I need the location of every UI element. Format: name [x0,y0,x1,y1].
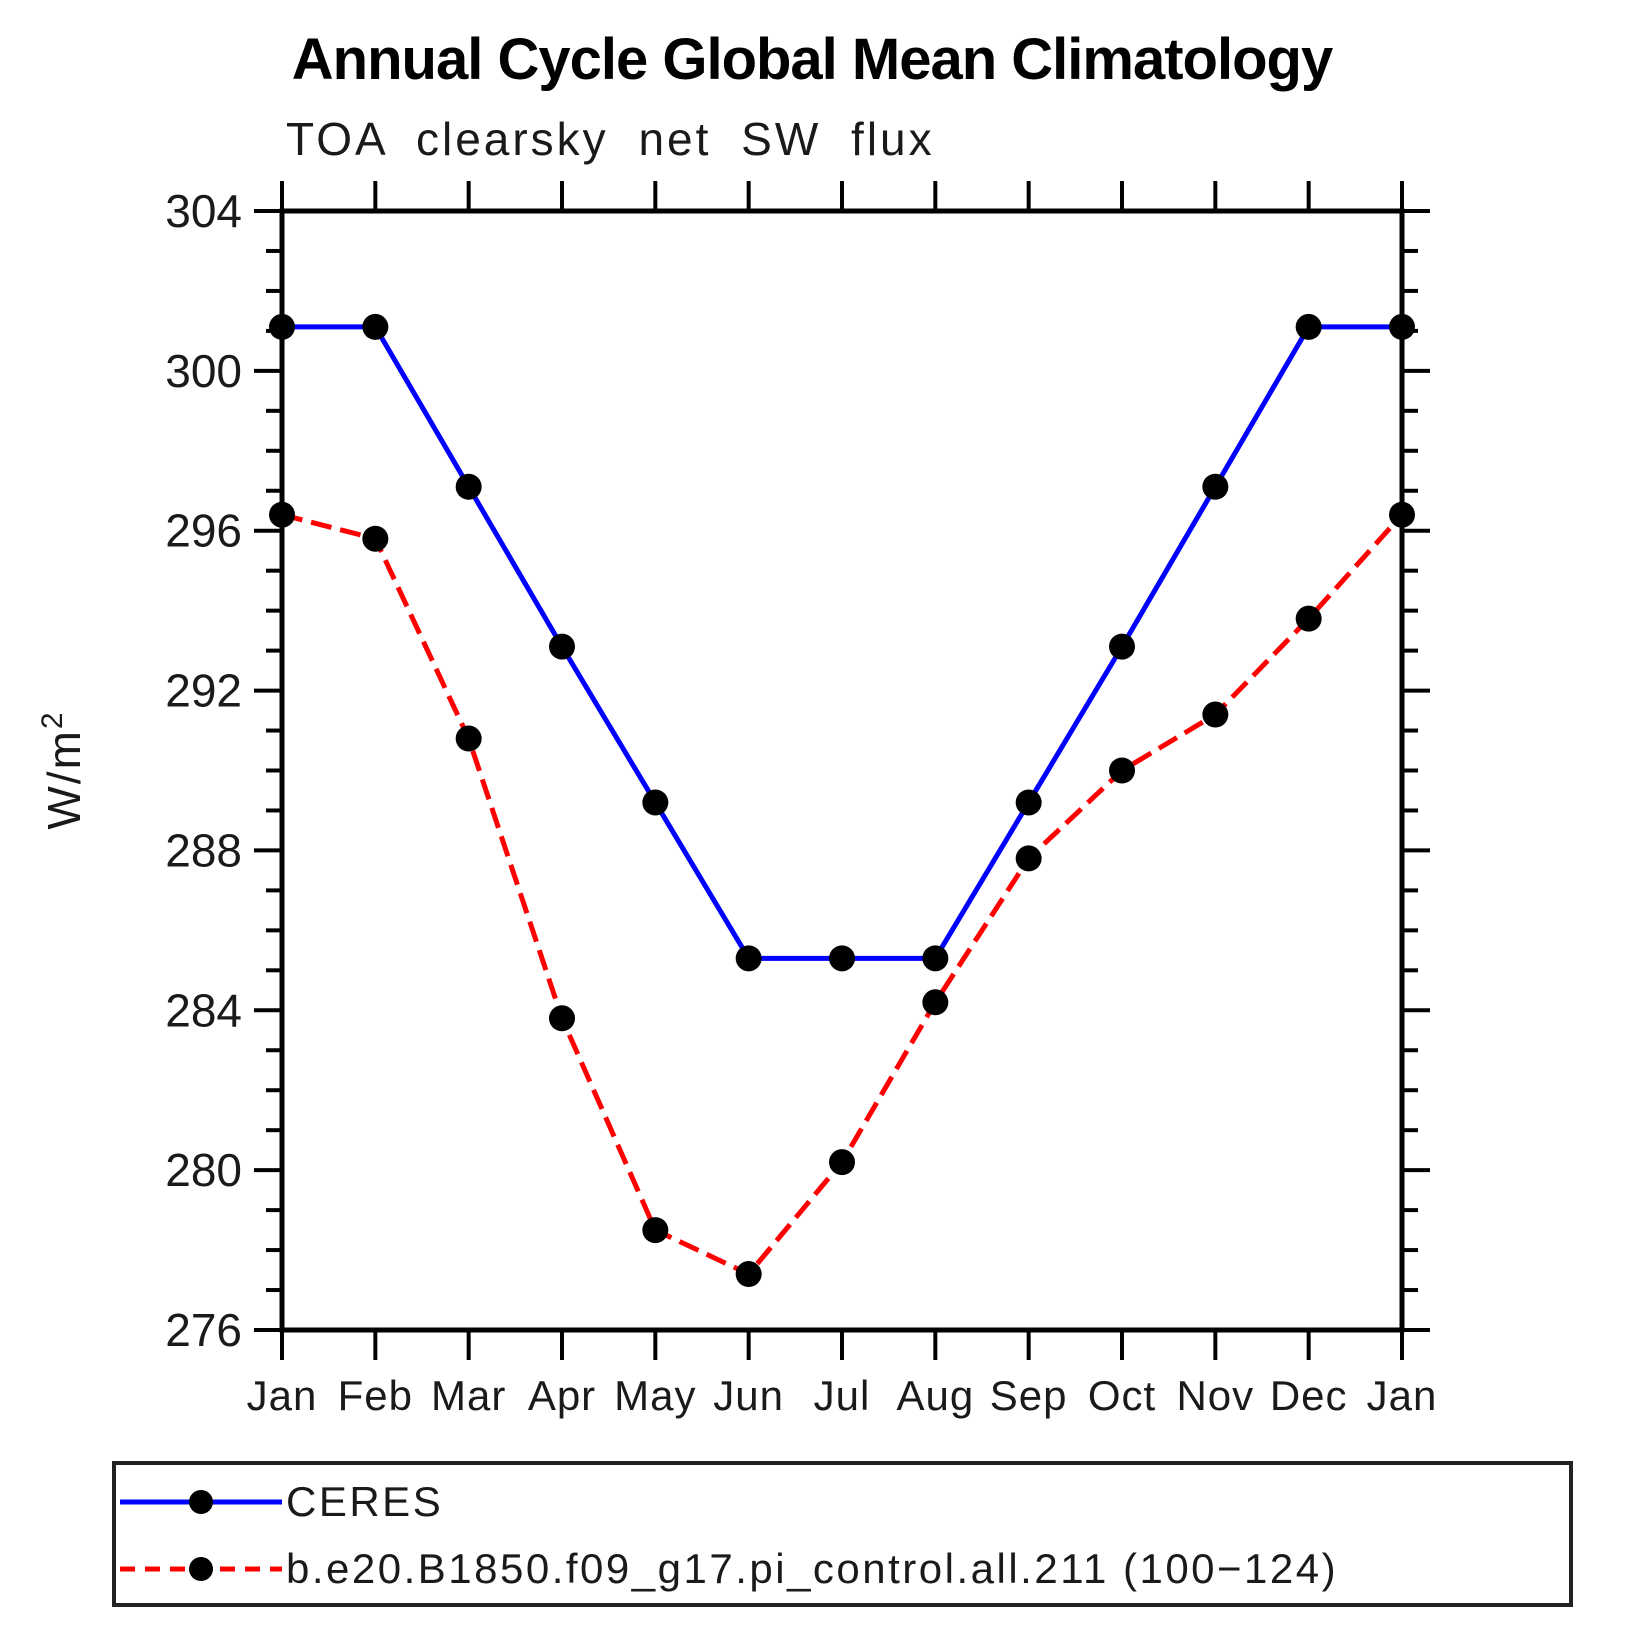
legend-label-ceres: CERES [286,1478,444,1525]
series-1-data-point-marker [1295,605,1322,632]
legend-key-solid-line-icon [120,1490,282,1514]
series-0-data-point-marker [455,473,482,500]
series-0-data-point-marker [1389,313,1415,340]
series-0-data-point-marker [1015,789,1042,816]
x-tick-label: Sep [990,1372,1068,1419]
x-tick-label: Feb [338,1372,413,1419]
series-0-data-point-marker [269,313,295,340]
x-tick-label: Jan [1367,1372,1438,1419]
legend-sample-marker [189,1490,213,1514]
series-0-data-point-marker [549,633,575,660]
series-0-data-point-marker [829,945,855,972]
x-tick-label: Nov [1176,1372,1254,1419]
series-1-data-point-marker [455,725,482,752]
y-tick-label: 288 [165,824,242,876]
y-tick-label: 284 [165,984,242,1036]
series-1-data-point-marker [1015,845,1042,872]
series-0-data-point-marker [922,945,949,972]
series-1-data-point-marker [829,1149,855,1176]
x-tick-label: Jun [713,1372,784,1419]
series-0-data-point-marker [1295,313,1322,340]
x-tick-label: Jan [247,1372,318,1419]
series-0-data-point-marker [642,789,669,816]
series-1-data-point-marker [922,989,949,1016]
x-tick-label: May [614,1372,696,1419]
series-1-data-point-marker [1389,501,1415,528]
x-tick-label: Oct [1088,1372,1156,1419]
series-0-data-point-marker [1109,633,1135,660]
x-tick-label: Dec [1270,1372,1348,1419]
x-tick-label: Aug [896,1372,974,1419]
series-1-data-point-marker [362,525,389,552]
legend-key-dashed-line-icon [120,1557,282,1581]
x-tick-label: Jul [814,1372,871,1419]
series-0-data-point-marker [735,945,762,972]
y-tick-label: 280 [165,1144,242,1196]
x-tick-label: Mar [431,1372,506,1419]
series-1-data-point-marker [549,1005,575,1032]
legend-item-ceres: CERES [118,1478,444,1525]
series-0-line [282,324,1402,961]
figure-title: Annual Cycle Global Mean Climatology [291,27,1333,92]
y-tick-label: 300 [165,345,242,397]
y-tick-label: 296 [165,505,242,557]
legend-label-model: b.e20.B1850.f09_g17.pi_control.all.211 (… [286,1545,1339,1592]
figure-subtitle: TOA clearsky net SW flux [286,113,935,165]
series-1-data-point-marker [1109,757,1135,784]
y-tick-label: 304 [165,185,242,237]
series-0-data-point-marker [362,313,389,340]
x-tick-label: Apr [528,1372,596,1419]
y-axis-title: W/m2 [36,710,90,829]
legend-box: CERES b.e20.B1850.f09_g17.pi_control.all… [112,1461,1573,1607]
y-tick-label: 276 [165,1304,242,1356]
series-1-data-point-marker [1202,701,1229,728]
y-tick-label: 292 [165,665,242,717]
series-0-data-point-marker [1202,473,1229,500]
legend-sample-marker [189,1557,213,1581]
series-1-data-point-marker [642,1217,669,1244]
legend-item-model: b.e20.B1850.f09_g17.pi_control.all.211 (… [118,1545,1339,1592]
series-1-data-point-marker [735,1261,762,1288]
series-1-data-point-marker [269,501,295,528]
